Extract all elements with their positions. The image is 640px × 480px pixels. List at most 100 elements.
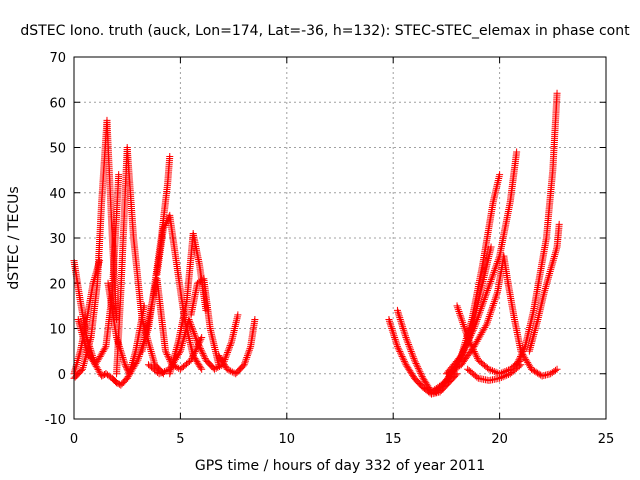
data-point (489, 270, 497, 278)
data-point (226, 342, 234, 350)
data-point (165, 356, 173, 364)
data-point (193, 336, 201, 344)
data-point (415, 366, 423, 374)
data-point (519, 348, 527, 356)
data-point (210, 365, 218, 373)
data-point (228, 368, 236, 376)
data-point (469, 346, 477, 354)
y-tick-label: 0 (58, 368, 66, 383)
tick-labels: 0 5 10 15 20 25 -10 0 10 20 30 40 50 60 70 (45, 51, 615, 447)
data-point (478, 301, 486, 309)
data-point (192, 335, 200, 343)
series-3 (70, 257, 104, 378)
y-axis-label: dSTEC / TECUs (6, 186, 22, 289)
data-point (243, 353, 251, 361)
data-point (200, 353, 208, 361)
data-point (173, 363, 181, 371)
data-point (417, 369, 425, 377)
data-point (185, 315, 193, 323)
data-point (475, 312, 483, 320)
data-point (394, 344, 402, 352)
data-point (386, 317, 394, 325)
data-point (469, 344, 477, 352)
data-point (101, 344, 109, 352)
data-point (397, 351, 405, 359)
data-point (470, 347, 478, 355)
data-point (471, 323, 479, 331)
data-point (387, 323, 395, 331)
data-point (245, 346, 253, 354)
data-point (395, 310, 403, 318)
data-point (492, 263, 500, 271)
data-point (392, 339, 400, 347)
series-4 (74, 171, 123, 369)
data-point (490, 267, 498, 275)
data-point (516, 352, 524, 360)
data-point (399, 325, 407, 332)
data-point (223, 350, 231, 358)
data-point (393, 343, 401, 351)
data-point (499, 373, 507, 381)
data-point (162, 220, 170, 228)
data-point (464, 334, 472, 342)
data-point (162, 347, 170, 355)
data-point (186, 317, 194, 325)
series-6 (102, 370, 131, 389)
data-point (186, 319, 194, 327)
data-point (390, 332, 398, 340)
data-point (408, 349, 416, 357)
data-point (94, 366, 102, 374)
x-tick-label: 20 (491, 432, 508, 447)
data-point (471, 349, 479, 357)
data-point (490, 268, 498, 276)
data-point (472, 319, 480, 327)
data-point (397, 319, 405, 327)
data-points (70, 89, 563, 398)
data-point (402, 334, 410, 342)
data-point (164, 352, 172, 360)
data-point (411, 358, 419, 366)
data-point (486, 279, 494, 287)
data-point (459, 348, 467, 356)
data-point (479, 299, 487, 307)
data-point (162, 367, 170, 375)
data-point (119, 355, 127, 363)
data-point (469, 326, 477, 334)
data-point (199, 350, 207, 358)
data-point (471, 321, 479, 329)
data-point (518, 349, 526, 357)
data-point (227, 340, 235, 348)
data-point (400, 328, 408, 336)
data-point (246, 344, 254, 352)
data-point (520, 346, 528, 354)
data-point (483, 288, 491, 296)
data-point (460, 345, 468, 353)
data-point (133, 358, 141, 366)
data-point (387, 321, 395, 329)
data-point (465, 337, 473, 345)
data-point (189, 326, 197, 334)
data-point (395, 312, 403, 320)
data-point (468, 328, 476, 336)
data-point (501, 372, 509, 380)
data-point (391, 334, 399, 342)
data-point (453, 370, 461, 378)
data-point (551, 366, 559, 374)
data-point (474, 314, 482, 322)
data-point (514, 357, 522, 365)
data-point (197, 346, 205, 354)
data-point (120, 357, 128, 365)
data-point (407, 346, 415, 354)
data-point (121, 359, 129, 367)
data-point (155, 370, 163, 378)
data-point (245, 348, 253, 356)
data-point (461, 343, 469, 351)
data-point (162, 349, 170, 357)
data-point (485, 283, 493, 291)
series-26 (525, 220, 563, 355)
data-point (418, 373, 426, 381)
data-point (95, 367, 103, 375)
data-point (115, 171, 123, 179)
data-point (113, 379, 121, 387)
data-point (553, 89, 561, 97)
